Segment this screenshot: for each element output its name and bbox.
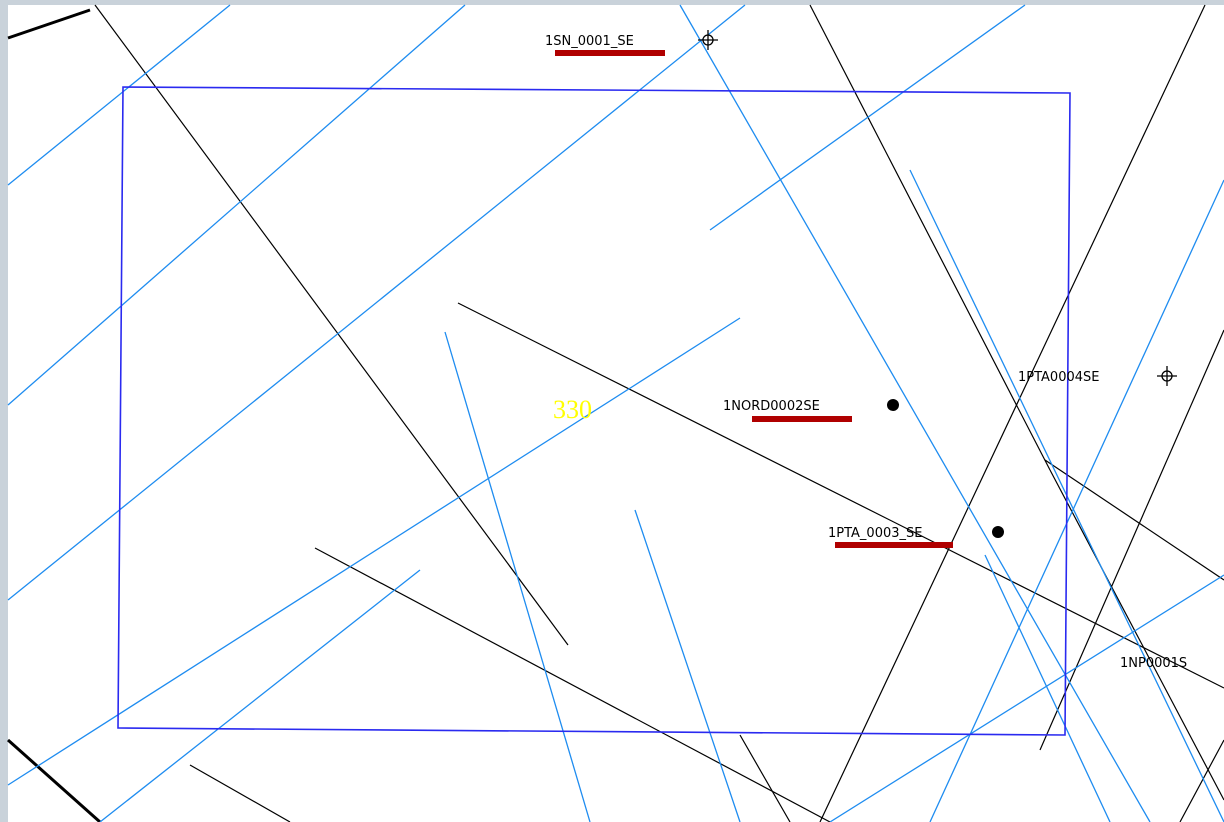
seismic-lines-black (7, 4, 1224, 822)
seismic-line (709, 4, 1026, 231)
seismic-line (7, 317, 741, 786)
seismic-line (679, 4, 1151, 822)
seismic-line (1039, 329, 1224, 751)
well-label: 1NP0001S (1120, 656, 1187, 671)
seismic-line (1044, 459, 1224, 581)
seismic-line (314, 547, 831, 822)
seismic-line (7, 4, 231, 186)
seismic-line (819, 4, 1206, 822)
highlight-underline (835, 542, 953, 548)
seismic-line (634, 509, 741, 822)
seismic-line (7, 738, 101, 822)
highlight-underline (555, 50, 665, 56)
well-symbols (698, 30, 1177, 538)
well-label: 1SN_0001_SE (545, 34, 634, 49)
seismic-line (189, 764, 291, 822)
well-oil (992, 526, 1004, 538)
seismic-line (99, 569, 421, 822)
highlight-underline (752, 416, 852, 422)
well-oil (887, 399, 899, 411)
seismic-line (7, 4, 466, 406)
seismic-line (984, 554, 1111, 822)
seismic-line (1179, 739, 1224, 822)
well-dry (1157, 366, 1177, 386)
seismic-line (94, 4, 569, 646)
seismic-line (457, 302, 1224, 689)
block-label: 330 (553, 395, 592, 424)
seismic-line (1049, 469, 1224, 801)
well-label: 1PTA_0003_SE (828, 526, 923, 541)
map-canvas (8, 5, 1224, 822)
seismic-line (739, 734, 791, 822)
block-outline (117, 86, 1071, 736)
well-dry (698, 30, 718, 50)
well-label: 1PTA0004SE (1018, 370, 1100, 385)
seismic-line (7, 4, 746, 601)
seismic-line (809, 4, 1051, 471)
seismic-line (444, 331, 591, 822)
seismic-line (7, 8, 91, 40)
seismic-line (929, 179, 1224, 822)
seismic-line (829, 574, 1224, 822)
well-label: 1NORD0002SE (723, 399, 820, 414)
